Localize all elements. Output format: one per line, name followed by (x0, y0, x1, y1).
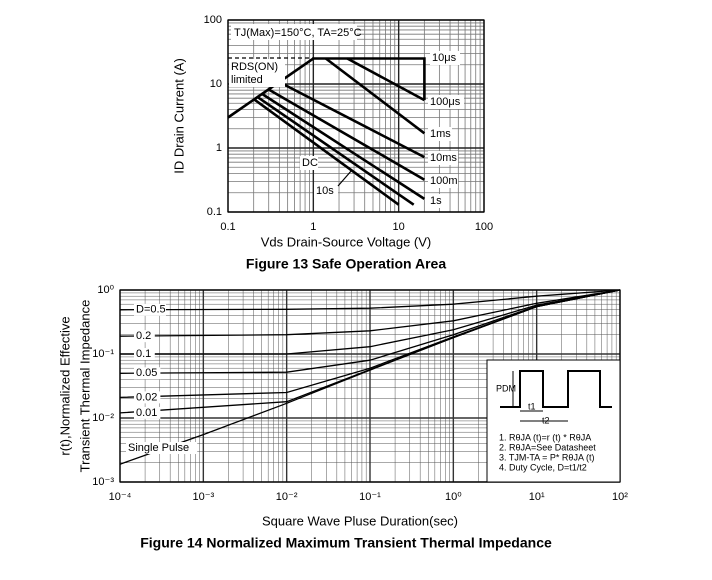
y-axis-label: Transient Thermal Impedance (77, 300, 92, 473)
label-bg (428, 151, 458, 165)
annotation: 2. RθJA=See Datasheet (499, 442, 596, 452)
x-axis-label: Vds Drain-Source Voltage (V) (261, 234, 432, 249)
series-label: 0.05 (136, 367, 157, 379)
y-axis-label: r(t),Normalized Effective (57, 316, 72, 455)
y-tick-label: 100 (204, 14, 222, 26)
series-line (252, 98, 400, 206)
series-line (261, 92, 426, 200)
annotation: t1 (528, 401, 536, 411)
series-line (325, 57, 426, 135)
series-label: DC (302, 157, 318, 169)
series-label: 10s (316, 185, 334, 197)
y-tick-label: 0.1 (207, 206, 222, 218)
label-bg (314, 184, 338, 198)
series-label: 100m (430, 175, 458, 187)
series-line (278, 80, 425, 159)
x-tick-label: 100 (475, 221, 493, 233)
label-bg (430, 51, 460, 65)
x-tick-label: 10 (393, 221, 405, 233)
annotation: RDS(ON) limited (231, 61, 278, 86)
annotation-line: limited (231, 74, 263, 86)
y-tick-label: 10 (210, 78, 222, 90)
label-bg (134, 330, 155, 343)
label-bg (134, 367, 161, 380)
series-label: Single Pulse (128, 442, 189, 454)
series-label: 0.1 (136, 348, 151, 360)
annotation: 1. RθJA (t)=r (t) * RθJA (499, 432, 591, 442)
label-bg (126, 442, 198, 454)
series-line (119, 289, 621, 465)
series-label: 10μs (432, 52, 457, 64)
series-label: 100μs (430, 96, 461, 108)
chart-title: Figure 14 Normalized Maximum Transient T… (140, 535, 552, 551)
x-tick-label: 0.1 (220, 221, 235, 233)
label-bg (428, 127, 452, 141)
series-label: 10ms (430, 152, 457, 164)
y-tick-label: 1 (216, 142, 222, 154)
pulse-wave (500, 370, 612, 408)
label-bg (428, 95, 464, 109)
series-line (346, 57, 426, 102)
series-label: D=0.5 (136, 304, 166, 316)
y-tick-label: 10⁻³ (92, 476, 114, 488)
x-tick-label: 10⁰ (445, 491, 462, 503)
annotation: t2 (542, 415, 550, 425)
series-line (119, 289, 621, 311)
x-axis-label: Square Wave Pluse Duration(sec) (262, 513, 458, 528)
label-bg (134, 406, 161, 419)
label-bg (300, 156, 318, 170)
y-tick-label: 10⁰ (97, 284, 114, 296)
label-bg (134, 391, 161, 404)
note-bg (229, 59, 285, 87)
series-label: 0.02 (136, 391, 157, 403)
x-tick-label: 10² (612, 491, 628, 503)
label-bg (134, 303, 166, 316)
x-tick-label: 10⁻² (276, 491, 298, 503)
annotation: TJ(Max)=150°C, TA=25°C (234, 27, 362, 39)
series-label: 0.2 (136, 330, 151, 342)
series-line (119, 289, 621, 337)
label-bg (428, 174, 458, 188)
y-tick-label: 10⁻¹ (92, 348, 114, 360)
series-line (120, 289, 621, 355)
series-label: 1s (430, 195, 442, 207)
annotation: 3. TJM-TA = P* RθJA (t) (499, 452, 594, 462)
x-tick-label: 10⁻¹ (359, 491, 381, 503)
arrow (337, 169, 353, 187)
annotation: PDM (496, 383, 516, 393)
note-bg (231, 24, 357, 40)
series-line (256, 95, 415, 206)
series-label: 0.01 (136, 407, 157, 419)
annotation-line: RDS(ON) (231, 61, 278, 73)
label-bg (134, 348, 155, 360)
x-tick-label: 1 (310, 221, 316, 233)
series-label: 1ms (430, 128, 451, 140)
label-bg (428, 194, 446, 208)
x-tick-label: 10⁻³ (192, 491, 214, 503)
y-tick-label: 10⁻² (92, 412, 114, 424)
chart-title: Figure 13 Safe Operation Area (246, 256, 446, 272)
annotation: 4. Duty Cycle, D=t1/t2 (499, 462, 587, 472)
series-line (268, 88, 426, 181)
series-line (227, 57, 426, 119)
y-axis-label: ID Drain Current (A) (171, 58, 186, 174)
x-tick-label: 10¹ (529, 491, 545, 503)
x-tick-label: 10⁻⁴ (109, 491, 132, 503)
